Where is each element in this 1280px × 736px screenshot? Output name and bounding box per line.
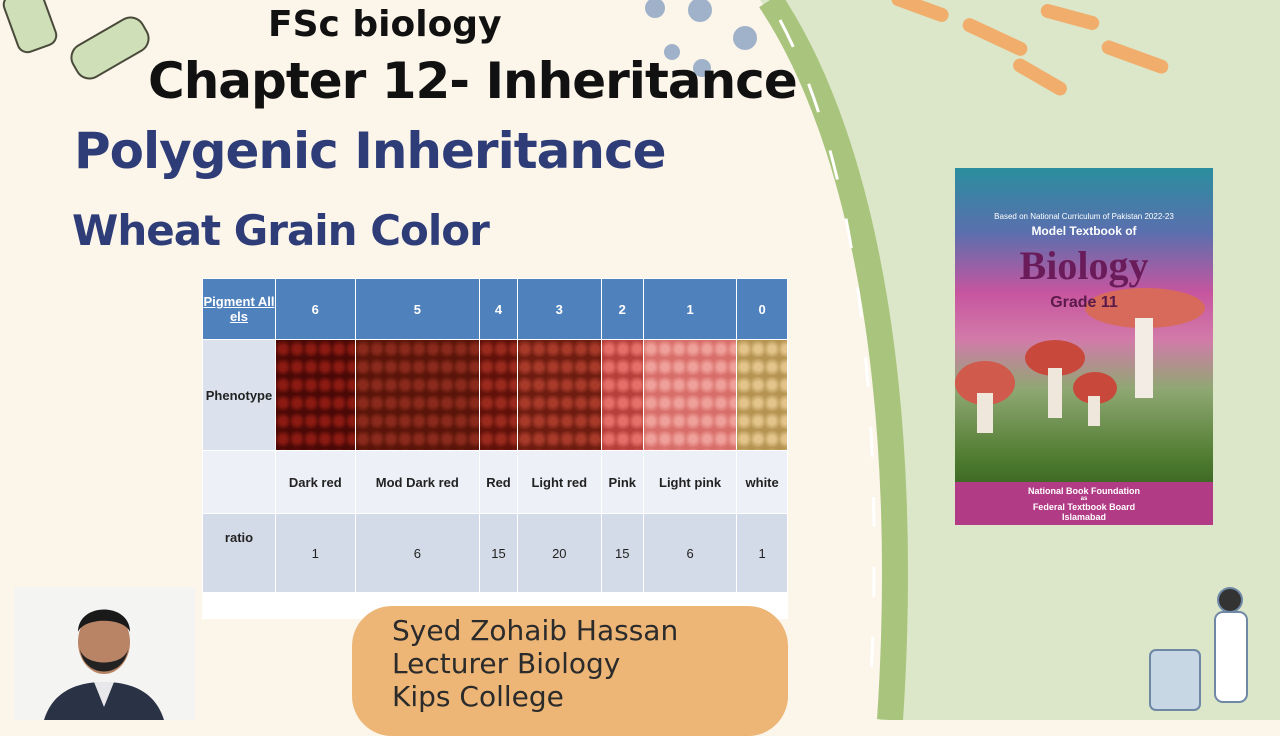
book-grade: Grade 11	[1050, 294, 1118, 311]
empty-cell	[202, 450, 276, 514]
grain-swatch	[737, 340, 787, 450]
row-label: Phenotype	[202, 339, 276, 451]
ratio-row: ratio 1 6 15 20 15 6 1	[202, 513, 788, 593]
allele-cell: 1	[642, 278, 738, 340]
allele-cell: 5	[354, 278, 481, 340]
grain-swatch	[355, 340, 480, 450]
phenotype-row: Phenotype	[202, 339, 788, 451]
grain-swatch	[517, 340, 601, 450]
book-cover: Based on National Curriculum of Pakistan…	[955, 168, 1213, 525]
swatch-cell	[354, 339, 481, 451]
color-cell: Mod Dark red	[354, 450, 481, 514]
ratio-cell: 15	[600, 513, 644, 593]
presenter-name: Syed Zohaib Hassan	[392, 614, 679, 647]
ratio-cell: 15	[479, 513, 518, 593]
presenter-info: Syed Zohaib Hassan Lecturer Biology Kips…	[392, 614, 678, 713]
presenter-photo	[14, 587, 195, 720]
allele-cell: 6	[275, 278, 356, 340]
ratio-cell: 1	[275, 513, 356, 593]
book-footer: National Book Foundation as Federal Text…	[955, 482, 1213, 525]
cover-art	[955, 288, 1205, 433]
book-series: Model Textbook of	[1031, 224, 1137, 238]
photo-art	[44, 609, 164, 720]
swatch-cell	[600, 339, 644, 451]
grain-swatch	[601, 340, 643, 450]
band-dash	[778, 19, 876, 701]
presenter-role: Lecturer Biology	[392, 647, 621, 680]
topic-title: Polygenic Inheritance	[74, 122, 666, 180]
grain-swatch	[480, 340, 517, 450]
chapter-title: Chapter 12- Inheritance	[148, 52, 798, 110]
color-cell: Pink	[600, 450, 644, 514]
subtopic-title: Wheat Grain Color	[72, 206, 490, 255]
color-cell: Red	[479, 450, 518, 514]
ratio-cell: 6	[642, 513, 738, 593]
ratio-cell: 6	[354, 513, 481, 593]
presenter-institution: Kips College	[392, 680, 564, 713]
color-cell: white	[736, 450, 788, 514]
grain-swatch	[276, 340, 355, 450]
book-top-line: Based on National Curriculum of Pakistan…	[994, 212, 1174, 221]
swatch-cell	[516, 339, 602, 451]
swatch-cell	[479, 339, 518, 451]
color-cell: Dark red	[275, 450, 356, 514]
presenter-box	[352, 606, 788, 736]
row-label: ratio	[202, 513, 276, 593]
allele-cell: 0	[736, 278, 788, 340]
row-label: Pigment Allels	[202, 278, 276, 340]
book-publisher: National Book Foundation	[1028, 486, 1140, 496]
book-subject: Biology	[1019, 243, 1149, 288]
book-board: Federal Textbook Board	[1032, 502, 1136, 512]
ratio-cell: 1	[736, 513, 788, 593]
swatch-cell	[736, 339, 788, 451]
color-row: Dark red Mod Dark red Red Light red Pink…	[202, 450, 788, 514]
course-title: FSc biology	[268, 4, 502, 45]
green-band	[759, 0, 908, 720]
header-label: Pigment Allels	[203, 294, 275, 324]
book-as: as	[1080, 496, 1088, 502]
decor-dots	[645, 0, 757, 77]
inheritance-table: Pigment Allels 6 5 4 3 2 1 0 Phenotype D…	[202, 278, 788, 619]
color-cell: Light pink	[642, 450, 738, 514]
swatch-cell	[642, 339, 738, 451]
allele-cell: 4	[479, 278, 518, 340]
swatch-cell	[275, 339, 356, 451]
decor-orange	[891, 0, 1169, 96]
book-city: Islamabad	[1061, 512, 1107, 522]
grain-swatch	[643, 340, 737, 450]
scientist-icon	[1149, 587, 1248, 711]
decor-leaf	[2, 0, 150, 80]
color-cell: Light red	[516, 450, 602, 514]
ratio-cell: 20	[516, 513, 602, 593]
allele-cell: 3	[516, 278, 602, 340]
allele-cell: 2	[600, 278, 644, 340]
allele-row: Pigment Allels 6 5 4 3 2 1 0	[202, 278, 788, 340]
